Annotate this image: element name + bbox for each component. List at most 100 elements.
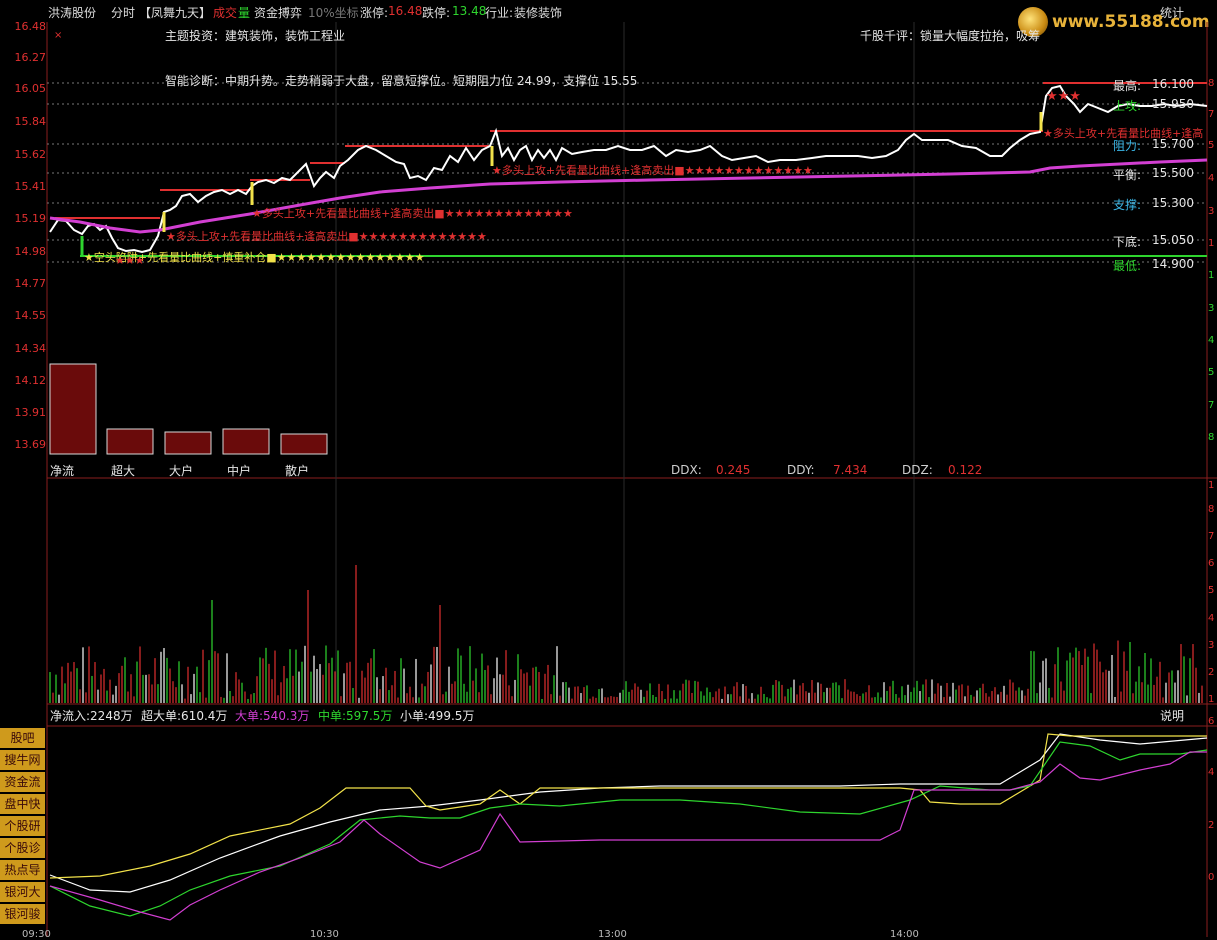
up-limit-value: 16.48 (388, 4, 423, 18)
watermark-logo-icon (1018, 7, 1048, 37)
price-tick: 14.55 (14, 309, 47, 322)
right-tick: 5 (1208, 140, 1215, 151)
help-button[interactable]: 说明 (1160, 709, 1185, 723)
level-value: 15.300 (1152, 196, 1194, 210)
right-tick: 5 (1208, 367, 1215, 378)
price-tick: 15.41 (14, 180, 47, 193)
indicator-name[interactable]: 【凤舞九天】 (139, 6, 212, 20)
level-value: 15.700 (1152, 137, 1194, 151)
time-tick: 13:00 (598, 929, 627, 940)
tab-volume-a[interactable]: 成交 (213, 6, 238, 20)
nav-button-9[interactable]: 银河骏马 (0, 904, 45, 925)
nav-button-4[interactable]: 盘中快讯 (0, 794, 45, 815)
fund-bar-label: 大户 (169, 464, 194, 478)
volume-tick: 4 (1208, 613, 1215, 624)
industry-label: 行业: (485, 6, 514, 20)
level-value: 15.050 (1152, 233, 1194, 247)
tab-timeshare[interactable]: 分时 (111, 6, 136, 20)
stars-top-icon: ★★★ (1046, 89, 1081, 104)
flow-tick: 2 (1208, 820, 1215, 831)
price-tick: 13.91 (14, 406, 47, 419)
right-tick: 8 (1208, 432, 1215, 443)
price-tick: 13.69 (14, 438, 47, 451)
signal-attack-2: ★多头上攻+先看量比曲线+逢高卖出■★★★★★★★★★★★★★ (252, 207, 573, 220)
ddz-label: DDZ: (902, 463, 933, 477)
flow-tick: 4 (1208, 767, 1215, 778)
close-icon[interactable]: × (54, 30, 63, 41)
ddy-label: DDY: (787, 463, 815, 477)
level-value: 15.500 (1152, 166, 1194, 180)
flow-line-big (49, 751, 1207, 921)
flow-line-mid (49, 741, 1208, 917)
tab-volume-b[interactable]: 量 (238, 6, 251, 20)
volume-tick: 6 (1208, 558, 1215, 569)
ddx-label: DDX: (671, 463, 702, 477)
level-label: 阻力: (1113, 139, 1142, 153)
fund-bar (164, 431, 212, 455)
right-tick: 3 (1208, 206, 1215, 217)
level-label: 上攻: (1113, 99, 1142, 113)
fund-bar-label: 超大 (111, 464, 136, 478)
tab-fund-game[interactable]: 资金搏弈 (254, 6, 303, 20)
ddz-value: 0.122 (948, 463, 983, 477)
flow-tick: 6 (1208, 716, 1215, 727)
down-limit-value: 13.48 (452, 4, 487, 18)
flow-net: 净流入:2248万 (50, 709, 133, 723)
nav-button-3[interactable]: 资金流向 (0, 772, 45, 793)
flow-small: 小单:499.5万 (400, 709, 475, 723)
price-tick: 15.84 (14, 115, 47, 128)
nav-button-8[interactable]: 银河大势 (0, 882, 45, 903)
tab-coord[interactable]: 10%坐标 (308, 6, 359, 20)
level-label: 支撑: (1113, 198, 1142, 212)
fund-bar (106, 428, 154, 455)
fund-bar (280, 433, 328, 455)
right-tick: 7 (1208, 400, 1215, 411)
diagnosis-text: 智能诊断：中期升势。走势稍弱于大盘，留意短撑位。短期阻力位 24.99，支撑位 … (165, 74, 638, 88)
volume-tick: 1 (1208, 480, 1215, 491)
volume-tick: 2 (1208, 667, 1215, 678)
signal-trap: ★空头陷阱+先看量比曲线+慎重补仓■★★★★★★★★★★★★★★★ (84, 251, 425, 264)
right-tick: 4 (1208, 173, 1215, 184)
nav-button-2[interactable]: 搜牛网 (0, 750, 45, 771)
stats-button[interactable]: 统计 (1160, 6, 1185, 20)
level-label: 平衡: (1113, 168, 1142, 182)
time-tick: 09:30 (22, 929, 51, 940)
level-label: 最低: (1113, 259, 1142, 273)
price-tick: 14.98 (14, 245, 47, 258)
volume-tick: 8 (1208, 504, 1215, 515)
flow-big: 大单:540.3万 (235, 709, 310, 723)
industry-value: 装修装饰 (514, 6, 563, 20)
price-tick: 14.12 (14, 374, 47, 387)
right-tick: 1 (1208, 238, 1215, 249)
right-tick: 3 (1208, 303, 1215, 314)
level-value: 14.900 (1152, 257, 1194, 271)
right-tick: 4 (1208, 335, 1215, 346)
fund-bar (222, 428, 270, 455)
level-label: 最高: (1113, 79, 1142, 93)
ddy-value: 7.434 (833, 463, 868, 477)
signal-attack-1: ★多头上攻+先看量比曲线+逢高卖出■★★★★★★★★★★★★★ (166, 230, 487, 243)
up-limit-label: 涨停: (360, 6, 389, 20)
fund-bar-label: 中户 (227, 464, 252, 478)
flow-tick: 0 (1208, 872, 1215, 883)
stock-name[interactable]: 洪涛股份 (48, 6, 97, 20)
price-tick: 16.05 (14, 82, 47, 95)
flow-line-small (49, 733, 1208, 893)
nav-button-1[interactable]: 股吧 (0, 728, 45, 749)
right-tick: 7 (1208, 109, 1215, 120)
volume-tick: 1 (1208, 694, 1215, 705)
nav-button-5[interactable]: 个股研报 (0, 816, 45, 837)
average-price-line (49, 158, 1208, 234)
flow-line-net (49, 733, 1207, 879)
right-tick: 1 (1208, 270, 1215, 281)
ddx-value: 0.245 (716, 463, 751, 477)
price-tick: 14.77 (14, 277, 47, 290)
price-line (49, 84, 1208, 254)
fund-bar (49, 363, 97, 455)
nav-button-6[interactable]: 个股诊断 (0, 838, 45, 859)
level-label: 下底: (1113, 235, 1142, 249)
nav-button-7[interactable]: 热点导航 (0, 860, 45, 881)
volume-tick: 7 (1208, 531, 1215, 542)
time-tick: 10:30 (310, 929, 339, 940)
